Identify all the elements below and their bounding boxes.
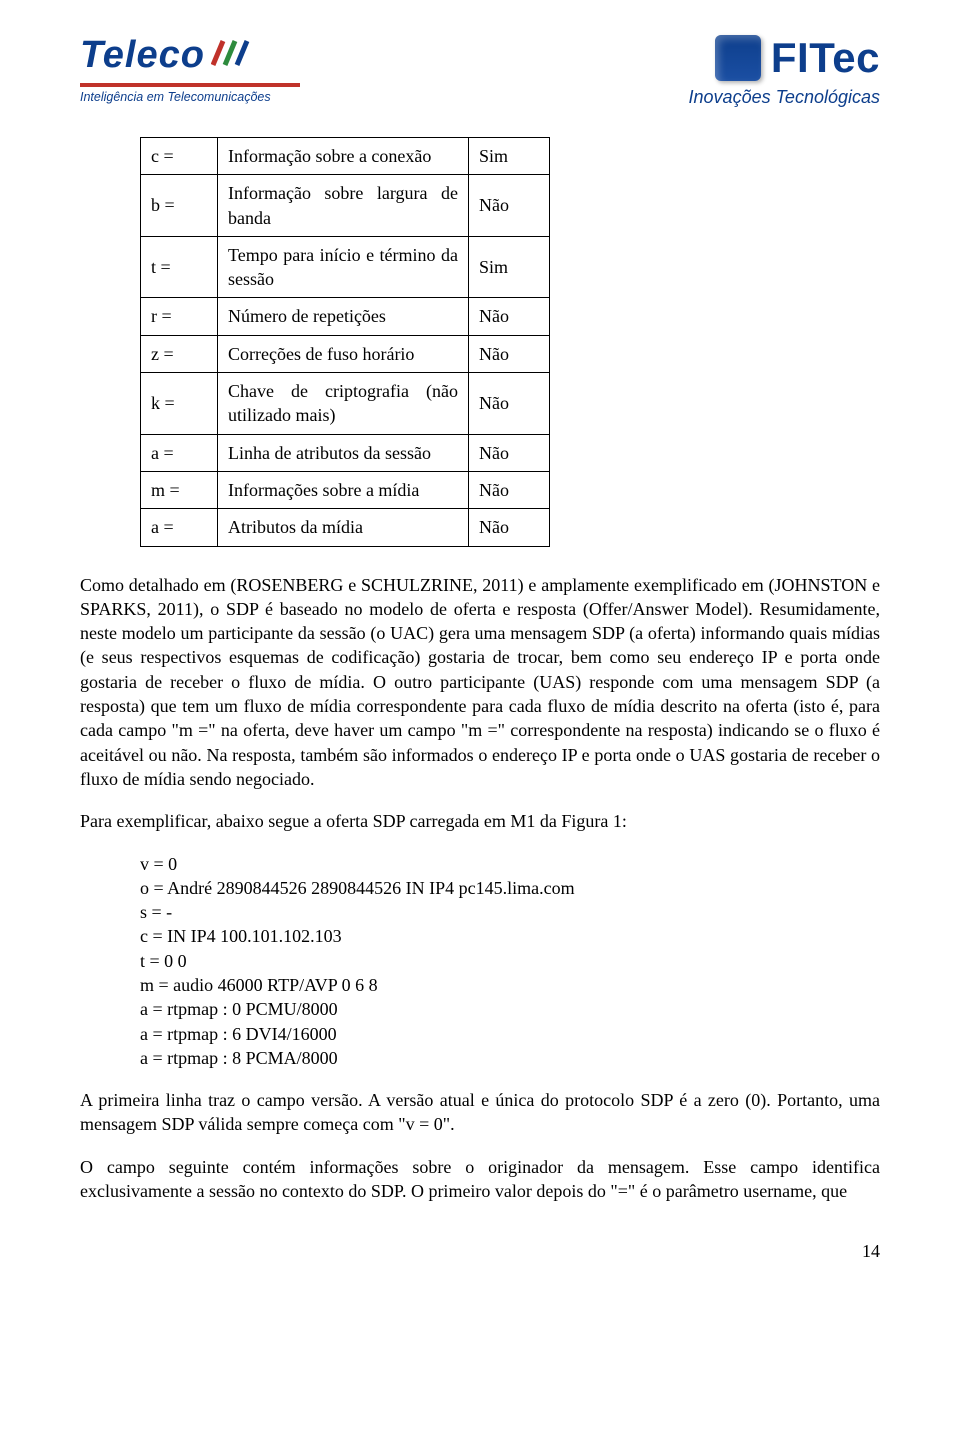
field-symbol: m = [141,471,218,508]
table-row: m =Informações sobre a mídiaNão [141,471,550,508]
sdp-fields-table: c =Informação sobre a conexãoSimb =Infor… [140,137,550,547]
example-line: a = rtpmap : 0 PCMU/8000 [140,997,880,1021]
table-row: a =Linha de atributos da sessãoNão [141,434,550,471]
paragraph-3: A primeira linha traz o campo versão. A … [80,1088,880,1137]
field-required: Sim [469,137,550,174]
fitec-cube-icon [715,35,761,81]
example-line: a = rtpmap : 6 DVI4/16000 [140,1022,880,1046]
field-required: Não [469,175,550,237]
teleco-logo: Teleco Inteligência em Telecomunicações [80,30,300,106]
table-row: b =Informação sobre largura de bandaNão [141,175,550,237]
paragraph-2: Para exemplificar, abaixo segue a oferta… [80,809,880,833]
field-description: Número de repetições [218,298,469,335]
field-required: Não [469,509,550,546]
table-row: a =Atributos da mídiaNão [141,509,550,546]
field-required: Não [469,373,550,435]
field-description: Chave de criptografia (não utilizado mai… [218,373,469,435]
example-line: a = rtpmap : 8 PCMA/8000 [140,1046,880,1070]
field-symbol: t = [141,236,218,298]
fitec-name: FITec [771,30,880,87]
field-required: Não [469,298,550,335]
table-row: r =Número de repetiçõesNão [141,298,550,335]
field-symbol: a = [141,434,218,471]
field-description: Correções de fuso horário [218,335,469,372]
table-row: z =Correções de fuso horárioNão [141,335,550,372]
example-line: o = André 2890844526 2890844526 IN IP4 p… [140,876,880,900]
example-line: t = 0 0 [140,949,880,973]
field-symbol: b = [141,175,218,237]
table-row: t =Tempo para início e término da sessão… [141,236,550,298]
field-required: Sim [469,236,550,298]
field-description: Informação sobre a conexão [218,137,469,174]
table-row: c =Informação sobre a conexãoSim [141,137,550,174]
fitec-tagline: Inovações Tecnológicas [620,85,880,109]
table-row: k =Chave de criptografia (não utilizado … [141,373,550,435]
field-description: Informação sobre largura de banda [218,175,469,237]
teleco-name: Teleco [80,30,205,81]
field-symbol: c = [141,137,218,174]
paragraph-1: Como detalhado em (ROSENBERG e SCHULZRIN… [80,573,880,792]
field-description: Tempo para início e término da sessão [218,236,469,298]
example-line: s = - [140,900,880,924]
field-description: Informações sobre a mídia [218,471,469,508]
paragraph-4: O campo seguinte contém informações sobr… [80,1155,880,1204]
sdp-example-block: v = 0o = André 2890844526 2890844526 IN … [140,852,880,1071]
field-required: Não [469,335,550,372]
field-symbol: a = [141,509,218,546]
field-description: Atributos da mídia [218,509,469,546]
field-symbol: r = [141,298,218,335]
field-required: Não [469,434,550,471]
field-symbol: z = [141,335,218,372]
field-required: Não [469,471,550,508]
example-line: c = IN IP4 100.101.102.103 [140,924,880,948]
page-header: Teleco Inteligência em Telecomunicações … [80,30,880,109]
field-description: Linha de atributos da sessão [218,434,469,471]
fitec-logo: FITec Inovações Tecnológicas [620,30,880,109]
example-line: v = 0 [140,852,880,876]
teleco-tagline: Inteligência em Telecomunicações [80,83,300,106]
page-number: 14 [80,1239,880,1263]
example-line: m = audio 46000 RTP/AVP 0 6 8 [140,973,880,997]
teleco-slashes-icon [211,30,255,81]
field-symbol: k = [141,373,218,435]
